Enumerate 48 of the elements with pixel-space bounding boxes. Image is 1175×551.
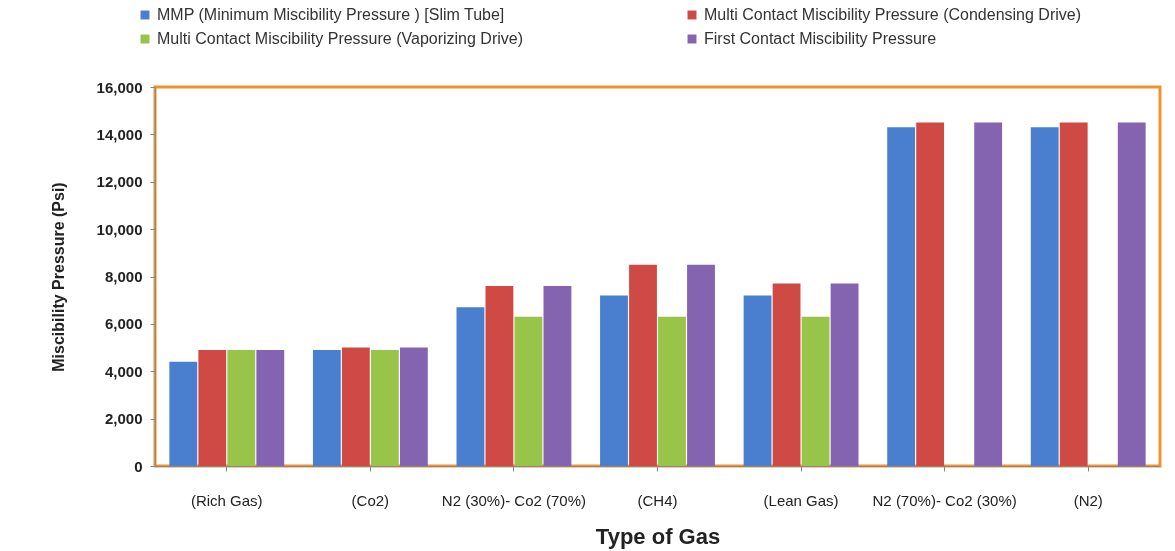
x-axis-title: Type of Gas bbox=[595, 523, 721, 549]
y-tick-label: 12,000 bbox=[96, 173, 143, 191]
bar bbox=[485, 285, 514, 466]
bar bbox=[256, 349, 285, 466]
bar bbox=[227, 349, 256, 466]
bar bbox=[514, 316, 543, 466]
bar bbox=[1117, 122, 1146, 466]
x-tick-label: N2 (30%)- Co2 (70%) bbox=[441, 491, 587, 509]
bar bbox=[743, 295, 772, 466]
y-tick-label: 4,000 bbox=[104, 362, 143, 380]
y-tick-label: 2,000 bbox=[104, 410, 143, 428]
bar bbox=[198, 349, 227, 466]
bar bbox=[974, 122, 1003, 466]
bar bbox=[341, 347, 370, 466]
y-tick-label: 10,000 bbox=[96, 220, 143, 238]
bar bbox=[169, 361, 198, 466]
x-tick-label: (Co2) bbox=[351, 491, 390, 509]
y-axis-title: Miscibility Pressure (Psi) bbox=[49, 182, 67, 372]
legend-label: Multi Contact Miscibility Pressure (Vaporizing Drive) bbox=[157, 30, 524, 47]
bar bbox=[801, 316, 830, 466]
bar bbox=[629, 264, 657, 466]
x-tick-label: (Lean Gas) bbox=[763, 491, 839, 509]
bar bbox=[887, 127, 916, 466]
bar bbox=[399, 347, 428, 466]
bar bbox=[916, 122, 945, 466]
bar bbox=[687, 264, 715, 466]
bar bbox=[370, 349, 399, 466]
x-tick-label: (Rich Gas) bbox=[190, 491, 263, 509]
legend-label: MMP (Minimum Miscibility Pressure ) [Slim Tube] bbox=[157, 6, 505, 23]
y-tick-label: 14,000 bbox=[96, 125, 143, 143]
bar bbox=[456, 307, 485, 466]
x-tick-label: (N2) bbox=[1073, 491, 1103, 509]
legend-label: Multi Contact Miscibility Pressure (Condensing Drive) bbox=[704, 6, 1082, 23]
x-tick-label: (CH4) bbox=[637, 491, 678, 509]
y-tick-label: 6,000 bbox=[104, 315, 143, 333]
y-tick-label: 0 bbox=[134, 457, 143, 475]
bar bbox=[772, 283, 801, 466]
y-tick-label: 16,000 bbox=[96, 78, 143, 96]
bar bbox=[1059, 122, 1088, 466]
y-tick-label: 8,000 bbox=[104, 268, 143, 285]
legend-label: First Contact Miscibility Pressure bbox=[704, 30, 937, 47]
bar bbox=[312, 349, 341, 466]
bar bbox=[1030, 127, 1059, 466]
bar bbox=[658, 316, 686, 466]
bar bbox=[830, 283, 859, 466]
bar bbox=[543, 285, 572, 466]
x-tick-label: N2 (70%)- Co2 (30%) bbox=[872, 491, 1017, 509]
bar bbox=[600, 295, 628, 466]
